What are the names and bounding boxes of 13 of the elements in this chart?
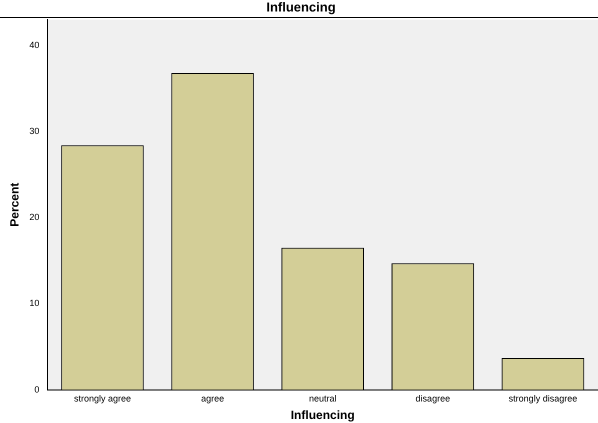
x-tick-label: strongly agree <box>74 394 131 404</box>
y-tick-label: 0 <box>34 384 40 394</box>
y-tick-label: 40 <box>29 40 40 50</box>
x-tick-label: strongly disagree <box>508 394 578 404</box>
y-axis-title: Percent <box>8 182 22 227</box>
x-tick-label: disagree <box>416 394 450 404</box>
x-tick-label: neutral <box>308 394 336 404</box>
x-axis-title: Influencing <box>290 408 355 422</box>
y-tick-label: 30 <box>29 126 40 136</box>
chart-title: Influencing <box>266 0 336 14</box>
x-tick-label: agree <box>201 394 224 404</box>
y-tick-label: 10 <box>29 298 40 308</box>
y-tick-label: 20 <box>29 212 40 222</box>
